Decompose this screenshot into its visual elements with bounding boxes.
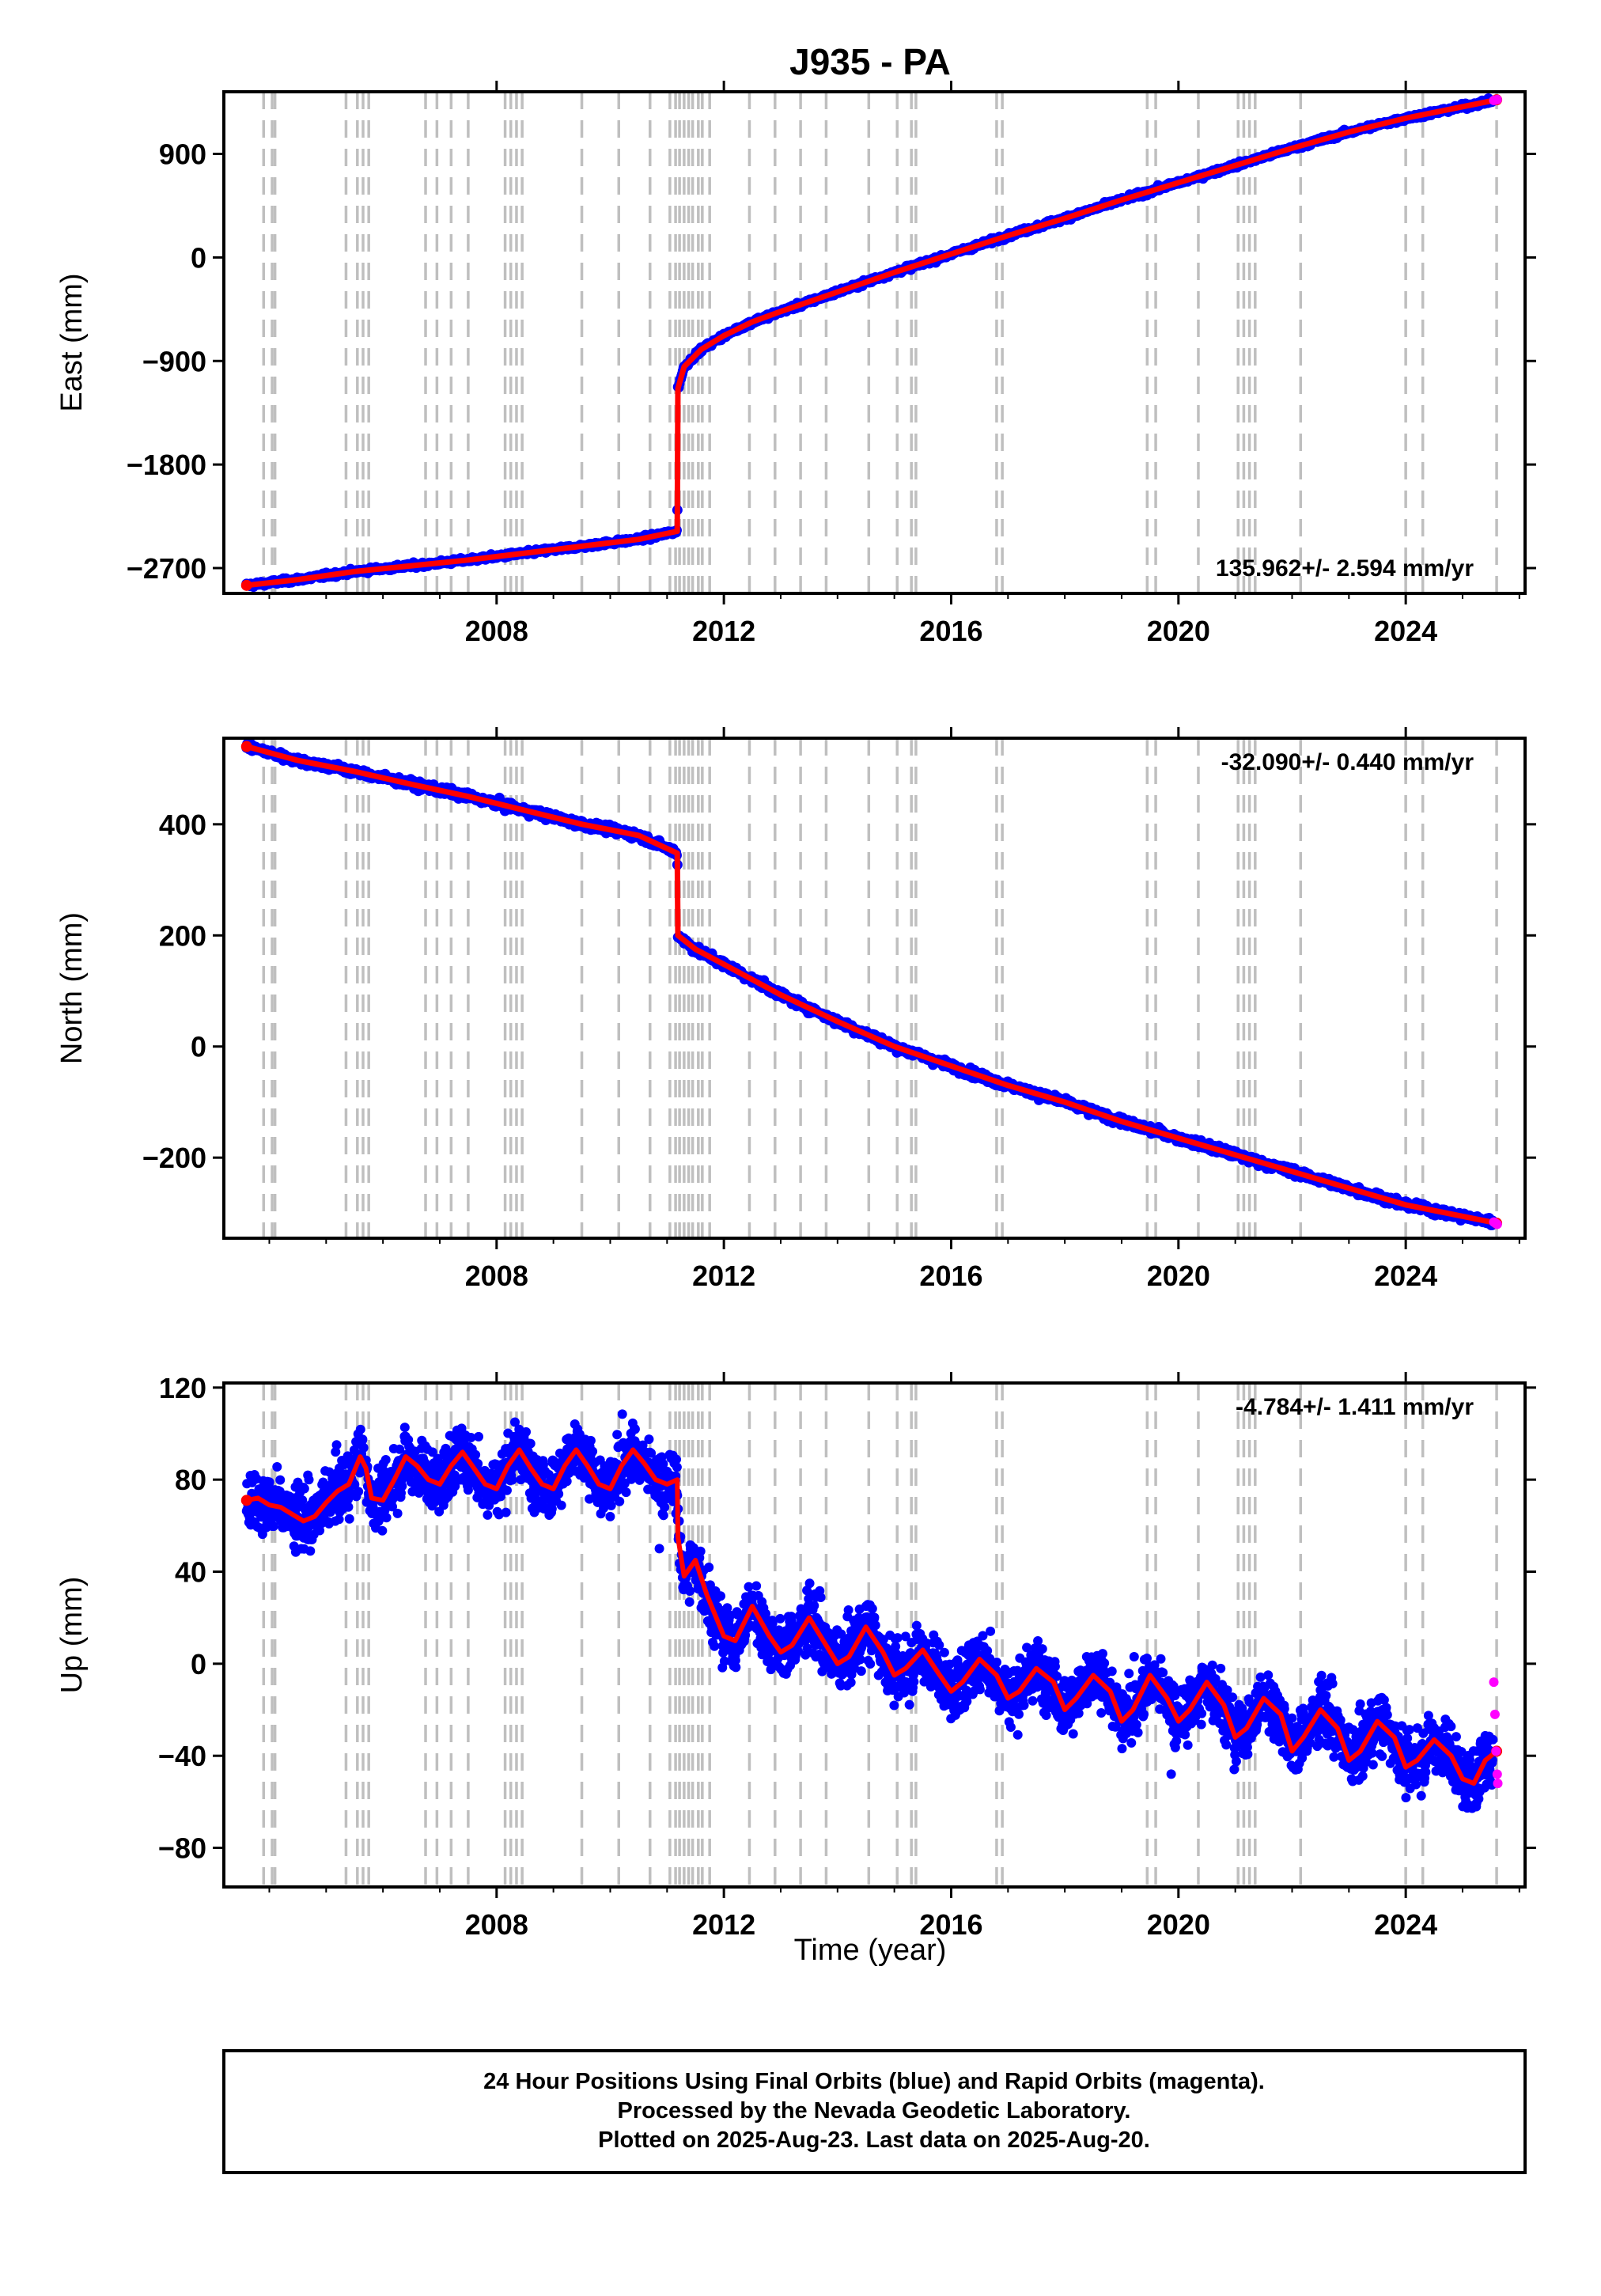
data-point [272,1462,282,1472]
data-point [612,1430,623,1440]
data-point [343,1502,354,1512]
model-line [246,97,1497,589]
data-point [275,1475,286,1485]
x-tick-label: 2012 [692,1260,755,1292]
data-point [473,1459,483,1469]
final-orbit-points [241,93,1498,593]
rapid-point [1492,1219,1502,1229]
y-axis-label: North (mm) [55,912,89,1064]
data-point [334,1514,344,1525]
data-point [315,1525,325,1536]
data-point [507,1475,517,1485]
data-point [304,1475,314,1485]
x-tick-label: 2020 [1147,1260,1210,1292]
y-tick-label: −200 [142,1142,206,1174]
data-point [463,1485,473,1495]
y-tick-label: 400 [159,809,206,841]
y-tick-label: −1800 [127,449,206,481]
east-panel: 900 0 −900 −1800 −2700 2008 2012 2016 2020 2024 Ea… [55,81,1536,647]
data-point [474,1431,484,1442]
x-tick-label: 2024 [1374,1260,1437,1292]
y-tick-label: 200 [159,919,206,952]
model-line [245,744,1497,1226]
data-point [377,1525,388,1536]
data-point [395,1444,405,1454]
data-point [617,1409,627,1419]
velocity-annotation: -32.090+/- 0.440 mm/yr [1221,749,1474,775]
data-point [605,1511,615,1521]
data-point [585,1494,595,1504]
x-tick-label: 2012 [692,615,755,647]
data-point [483,1510,493,1520]
x-tick-label: 2020 [1147,615,1210,647]
data-point [471,1449,481,1460]
data-point [264,1477,274,1487]
data-point [554,1489,564,1499]
data-point [399,1423,410,1433]
y-tick-label: 0 [191,241,206,274]
data-point [268,1521,278,1532]
north-panel: 400 200 0 −200 2008 2012 2016 2020 2024 North (mm… [55,727,1536,1292]
data-point [397,1481,407,1491]
data-point [299,1483,309,1494]
data-point [380,1455,391,1465]
data-point [501,1485,512,1495]
data-point [630,1424,640,1434]
figure-title: J935 - PA [789,41,951,82]
data-point [510,1417,520,1427]
data-point [305,1546,316,1556]
plot-frame [222,90,1527,595]
x-tick-label: 2016 [919,1260,982,1292]
data-point [556,1500,566,1510]
data-point [343,1451,353,1461]
data-point [354,1487,364,1497]
x-tick-label: 2008 [465,615,528,647]
data-point [388,1502,398,1512]
y-tick-label: −900 [142,345,206,377]
x-tick-label: 2024 [1374,615,1437,647]
data-point [358,1442,369,1453]
x-tick-label: 2016 [919,615,982,647]
data-point [615,1496,625,1506]
data-point [427,1447,437,1457]
data-point [585,1435,596,1445]
data-point [547,1504,557,1514]
data-point [621,1487,631,1498]
data-point [331,1447,341,1457]
rapid-point [1492,94,1502,104]
data-point [297,1495,308,1506]
data-point [331,1440,342,1450]
y-tick-label: 0 [191,1031,206,1063]
data-point [358,1434,368,1445]
plot-frame [222,737,1527,1240]
data-point [433,1453,443,1464]
data-point [392,1508,403,1518]
data-point [381,1513,392,1523]
data-point [521,1426,532,1437]
x-tick-label: 2008 [465,1260,528,1292]
y-tick-label: −2700 [127,552,206,585]
y-axis-label: East (mm) [55,273,89,411]
velocity-annotation: 135.962+/- 2.594 mm/yr [1216,555,1474,582]
data-point [466,1433,476,1443]
data-point [344,1514,354,1524]
data-point [562,1476,572,1487]
data-point [355,1424,365,1434]
data-point [606,1500,616,1510]
data-point [501,1507,511,1517]
model-endpoint [240,741,252,752]
data-point [525,1438,536,1449]
data-point [588,1446,598,1457]
model-endpoint [240,579,252,591]
y-tick-label: 900 [159,138,206,171]
